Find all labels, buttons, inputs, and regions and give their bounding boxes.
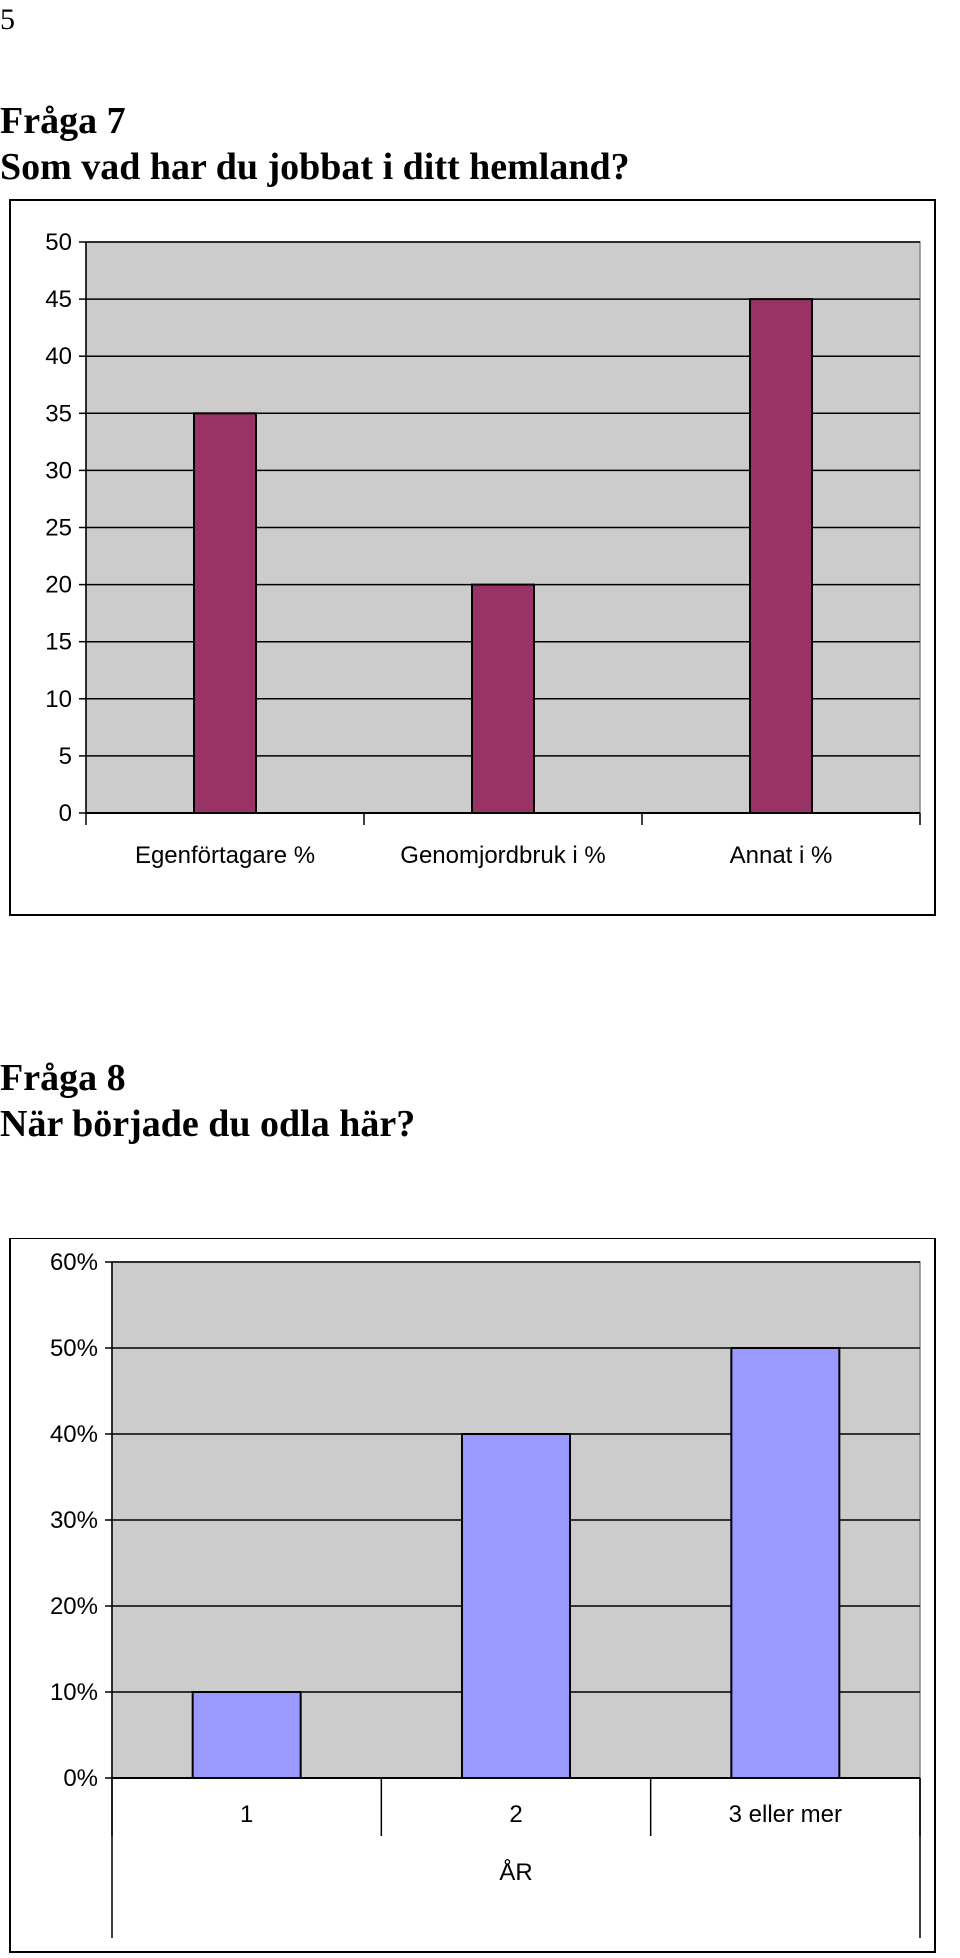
y-tick-label: 25: [45, 515, 72, 542]
x-tick-label: 1: [240, 1801, 253, 1828]
y-tick-label: 20: [45, 572, 72, 599]
question-7-title: Fråga 7: [0, 100, 126, 142]
bar: [193, 412, 257, 815]
bar: [749, 298, 813, 815]
question-8-title: Fråga 8: [0, 1057, 126, 1099]
y-tick-label: 50%: [50, 1335, 98, 1362]
bar: [471, 583, 535, 814]
y-tick-label: 10: [45, 686, 72, 713]
bar: [461, 1433, 571, 1779]
y-tick-label: 10%: [50, 1679, 98, 1706]
x-tick-label: 2: [509, 1801, 522, 1828]
question-7-text: Som vad har du jobbat i ditt hemland?: [0, 146, 630, 188]
chart-question-8: 0% 10% 20% 30% 40% 50% 60% 1 2 3 eller mer ÅR: [9, 1238, 936, 1953]
question-8-heading: Fråga 8 När började du odla här?: [0, 1055, 415, 1147]
y-tick-label: 0: [59, 800, 72, 827]
bar: [730, 1347, 841, 1779]
y-tick-label: 30%: [50, 1507, 98, 1534]
y-tick-label: 50: [45, 229, 72, 256]
question-8-text: När började du odla här?: [0, 1103, 416, 1145]
y-tick-label: 15: [45, 629, 72, 656]
y-tick-label: 30: [45, 457, 72, 484]
x-tick-label: 3 eller mer: [729, 1801, 842, 1828]
question-7-heading: Fråga 7 Som vad har du jobbat i ditt hem…: [0, 98, 630, 190]
y-tick-label: 35: [45, 400, 72, 427]
y-tick-label: 40%: [50, 1421, 98, 1448]
y-tick-label: 20%: [50, 1593, 98, 1620]
y-tick-label: 40: [45, 343, 72, 370]
chart-question-7: 0 5 10 15 20 25 30 35 40 45 50 Egenförtagare % Genom…: [9, 199, 936, 916]
y-tick-label: 5: [59, 743, 72, 770]
bar: [191, 1691, 302, 1779]
page-number: 5: [0, 3, 15, 36]
x-axis-label: ÅR: [499, 1858, 532, 1886]
y-tick-label: 0%: [63, 1765, 98, 1792]
y-tick-label: 45: [45, 286, 72, 313]
x-tick-label: Egenförtagare %: [135, 842, 315, 869]
y-tick-label: 60%: [50, 1249, 98, 1276]
x-tick-label: Annat i %: [730, 842, 833, 869]
x-tick-label: Genomjordbruk i %: [400, 842, 605, 869]
